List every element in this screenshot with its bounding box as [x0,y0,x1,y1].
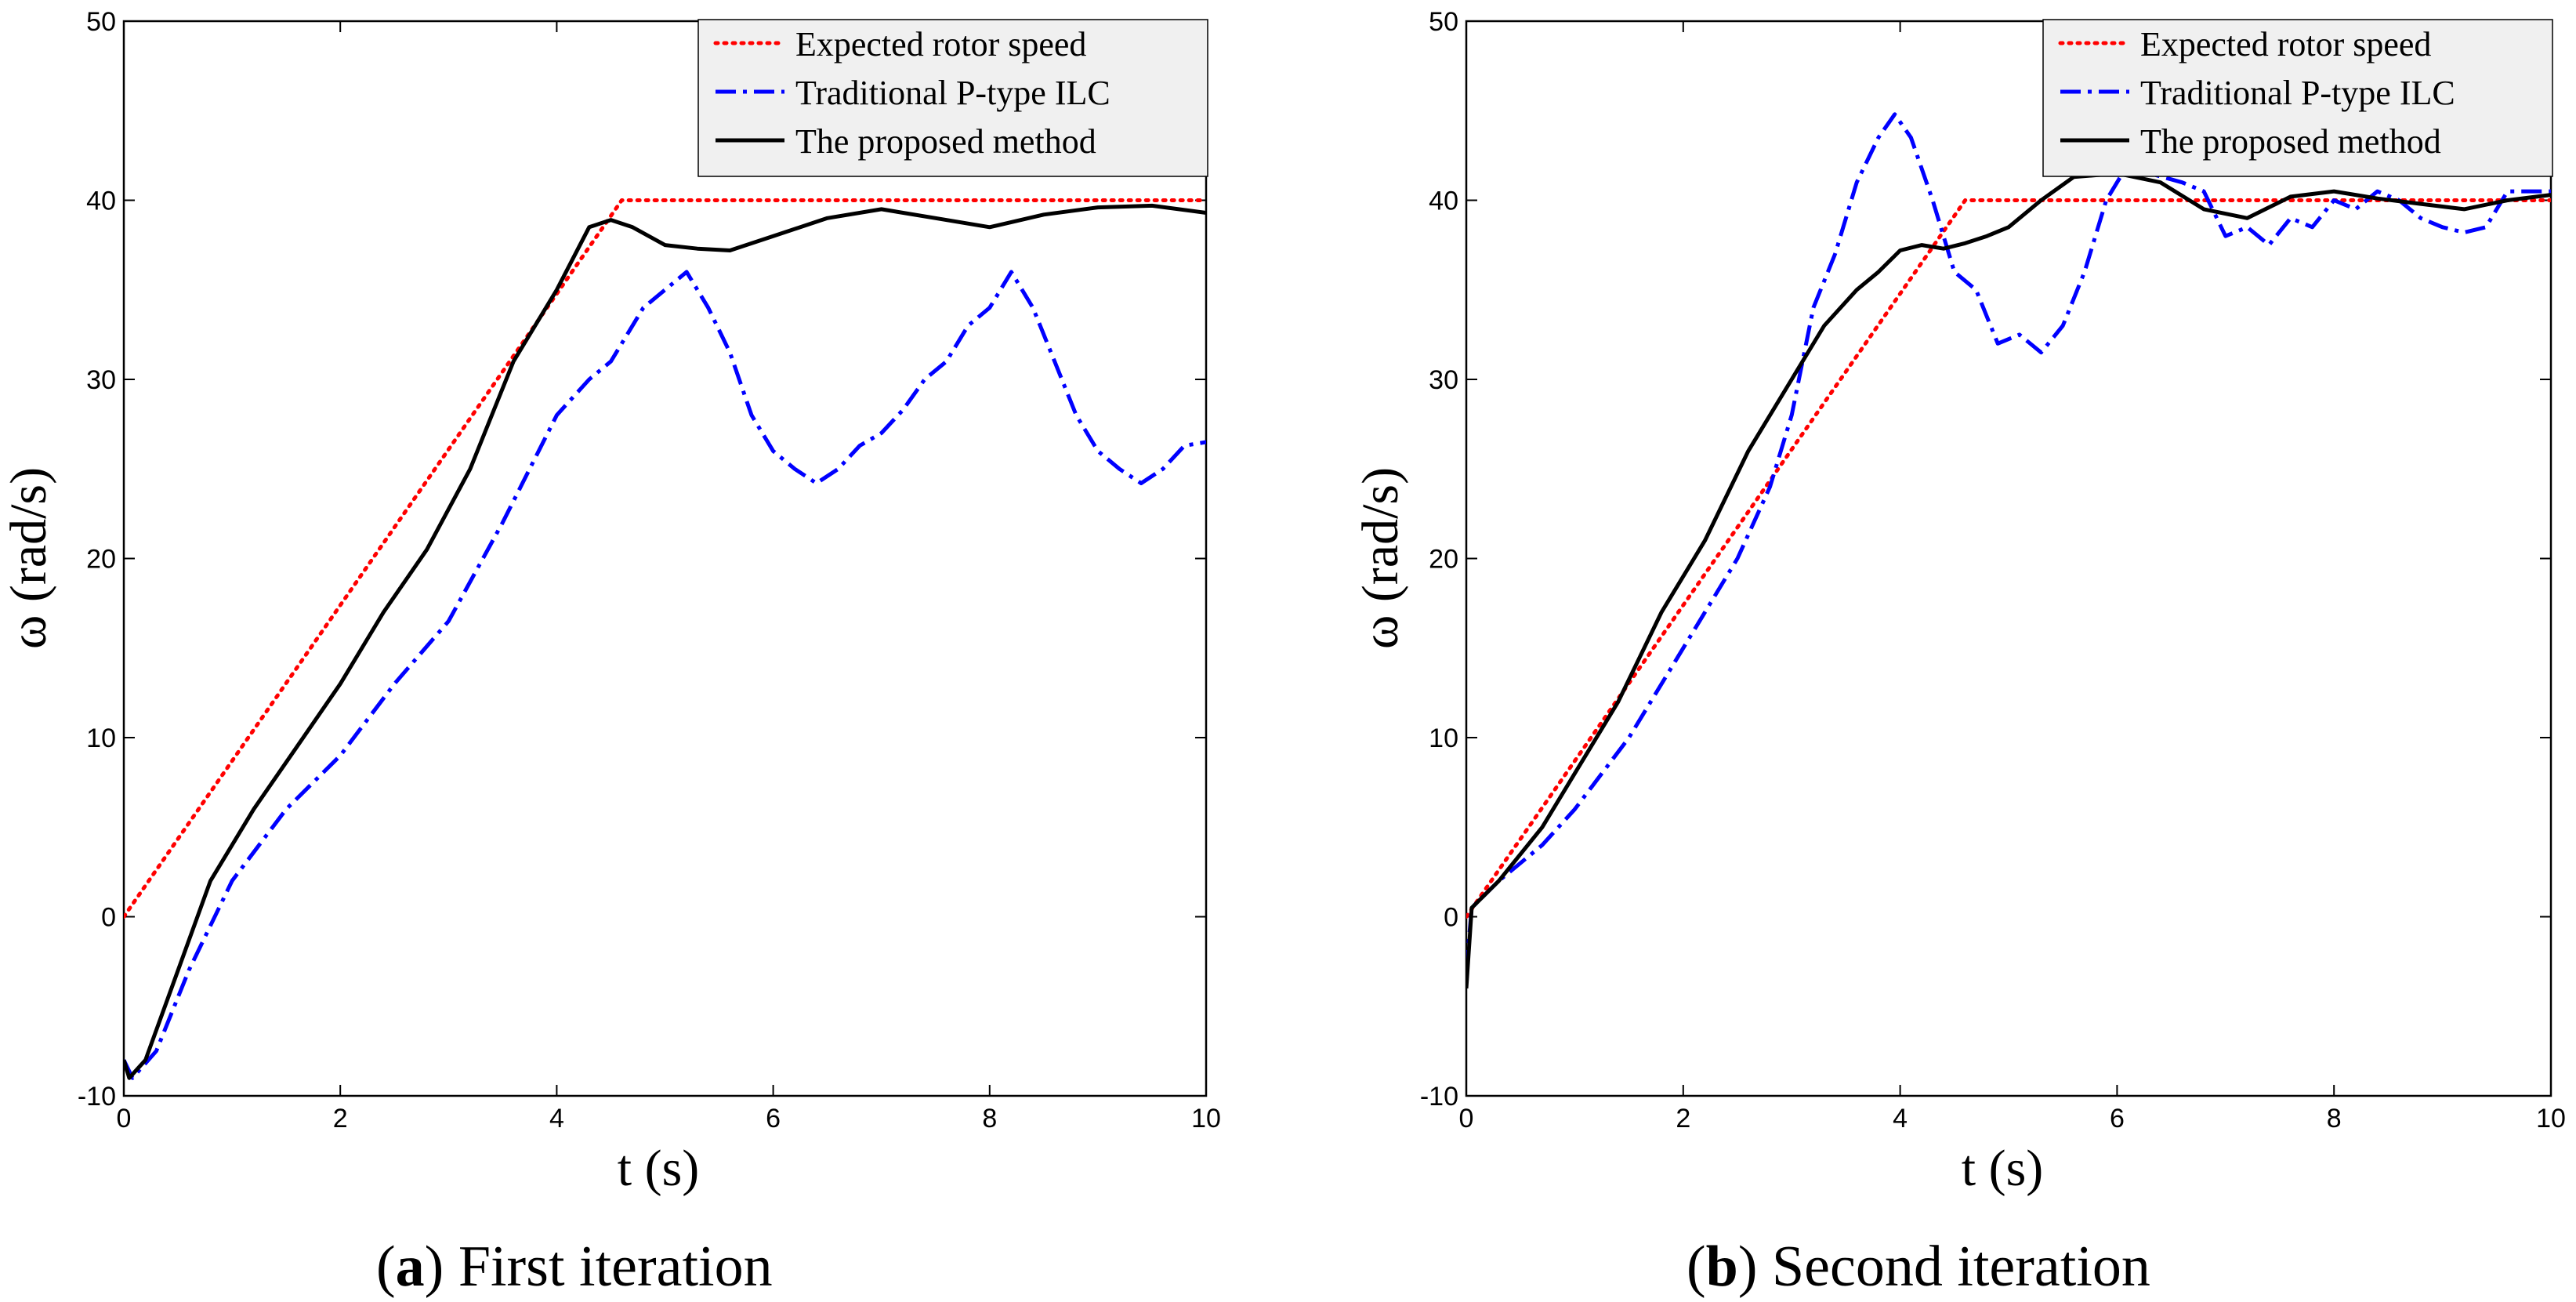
legend: Expected rotor speed Traditional P-type I… [2042,19,2553,177]
x-tick-label: 10 [1191,1104,1221,1133]
x-tick-label: 4 [1893,1104,1908,1133]
caption-paren-close: ) [425,1235,444,1299]
x-tick-label: 0 [1459,1104,1474,1133]
legend-label-pilc: Traditional P-type ILC [795,74,1110,112]
plot-frame [122,20,1208,1097]
series-line-proposed [1466,171,2551,989]
x-tick-label: 0 [117,1104,132,1133]
caption-paren-open: ( [1687,1235,1706,1299]
x-tick-label: 6 [2110,1104,2125,1133]
x-tick-label: 8 [2327,1104,2342,1133]
legend-label-proposed: The proposed method [2140,122,2441,161]
x-axis-label: t (s) [618,1140,699,1197]
caption-letter: b [1706,1235,1738,1299]
series-line-pilc [1466,112,2551,971]
y-tick-label: 20 [86,545,116,575]
legend: Expected rotor speed Traditional P-type I… [697,19,1208,177]
x-axis-label: t (s) [1962,1140,2043,1197]
legend-label-expected: Expected rotor speed [2140,25,2431,63]
y-tick-label: 50 [1429,7,1458,37]
figure-caption: (a) First iteration [376,1235,773,1299]
series-line-proposed [124,203,1206,1080]
series-line-pilc [124,270,1206,1080]
y-tick-label: 40 [1429,187,1458,216]
x-tick-label: 2 [333,1104,348,1133]
y-tick-label: 0 [101,903,116,933]
y-tick-label: 50 [86,7,116,37]
legend-label-pilc: Traditional P-type ILC [2140,74,2455,112]
x-tick-label: 2 [1676,1104,1690,1133]
y-tick-label: 40 [86,187,116,216]
legend-label-expected: Expected rotor speed [795,25,1086,63]
caption-letter: a [396,1235,425,1299]
x-tick-label: 4 [549,1104,564,1133]
y-tick-label: 0 [1444,903,1458,933]
series-line-expected [124,198,1206,919]
plot-frame [1465,20,2552,1097]
caption-paren-close: ) [1738,1235,1758,1299]
y-tick-label: -10 [1420,1082,1458,1112]
caption-paren-open: ( [376,1235,396,1299]
x-tick-label: 8 [982,1104,997,1133]
y-tick-label: 30 [1429,365,1458,395]
x-tick-label: 10 [2536,1104,2566,1133]
legend-label-proposed: The proposed method [795,122,1096,161]
y-tick-label: -10 [78,1082,116,1112]
caption-text: Second iteration [1757,1235,2150,1299]
y-axis-label: ω (rad/s) [1352,467,1409,649]
y-axis-label: ω (rad/s) [0,467,57,649]
y-tick-label: 30 [86,365,116,395]
legend-box [697,19,1208,177]
caption-text: First iteration [444,1235,772,1299]
series-line-expected [1466,198,2551,919]
y-tick-label: 10 [1429,724,1458,753]
y-tick-label: 10 [86,724,116,753]
figure-caption: (b) Second iteration [1687,1235,2150,1299]
legend-box [2042,19,2553,177]
y-tick-label: 20 [1429,545,1458,575]
x-tick-label: 6 [766,1104,781,1133]
